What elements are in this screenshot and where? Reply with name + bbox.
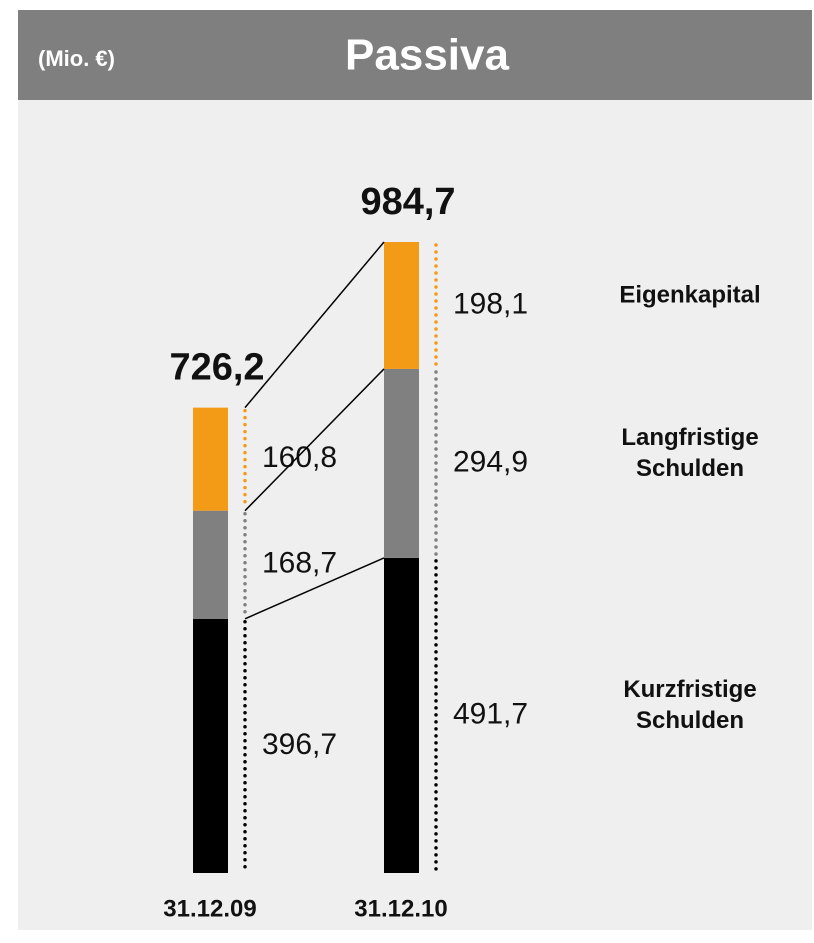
x-tick-label: 31.12.10	[354, 895, 447, 922]
value-label: 294,9	[453, 445, 528, 478]
total-label: 984,7	[360, 181, 455, 223]
legend-entry: Kurzfristige Schulden	[623, 676, 757, 735]
header	[18, 10, 812, 100]
connector	[244, 557, 385, 620]
value-label: 168,7	[262, 547, 337, 580]
connector	[244, 368, 385, 512]
unit-label: (Mio. €)	[38, 46, 115, 71]
bar-segment	[384, 368, 419, 558]
value-label: 160,8	[262, 441, 337, 474]
bar-segment	[193, 618, 228, 873]
bar-segment	[384, 242, 419, 369]
legend-entry: Eigenkapital	[619, 281, 761, 309]
chart-title: Passiva	[345, 31, 509, 80]
x-tick-label: 31.12.09	[163, 895, 256, 922]
value-label: 198,1	[453, 287, 528, 320]
value-label: 396,7	[262, 728, 337, 761]
value-label: 491,7	[453, 697, 528, 730]
bar-segment	[193, 510, 228, 619]
legend-entry: Langfristige Schulden	[621, 424, 759, 483]
total-label: 726,2	[169, 347, 264, 389]
connector	[244, 241, 385, 409]
bar-segment	[384, 557, 419, 873]
bar-segment	[193, 407, 228, 511]
